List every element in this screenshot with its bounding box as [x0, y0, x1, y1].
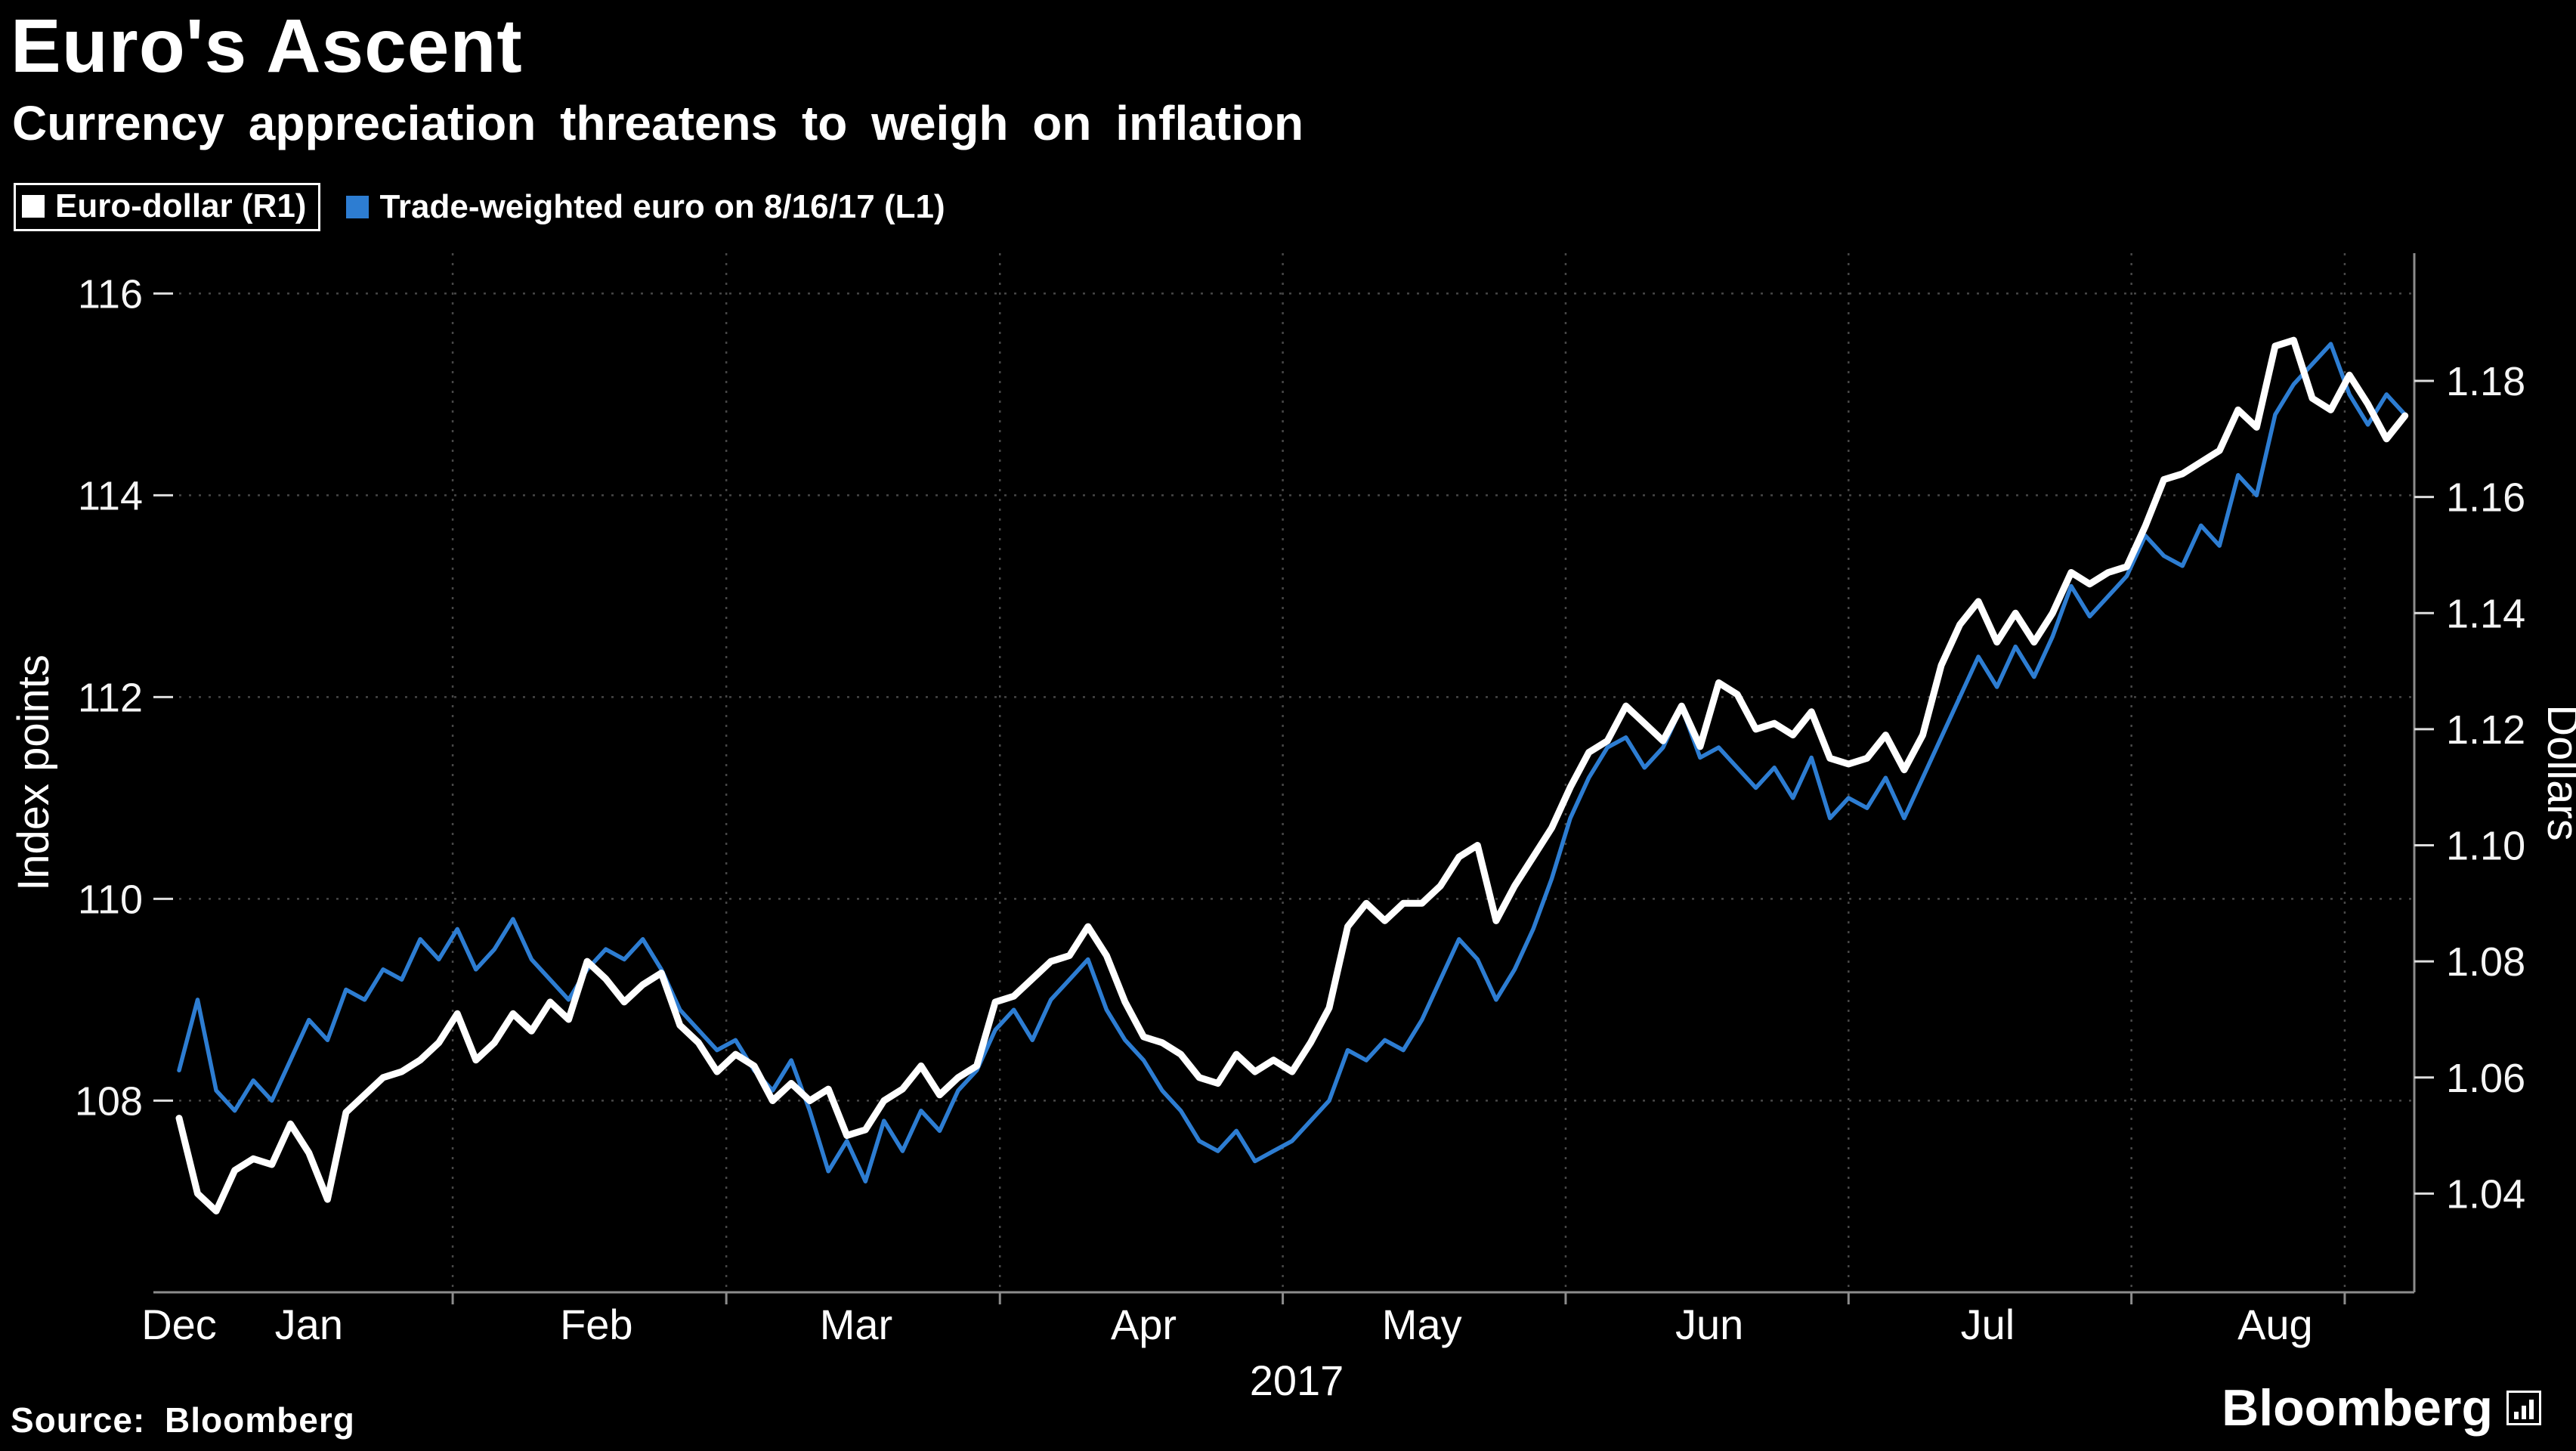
legend-swatch-trade-weighted — [346, 196, 370, 218]
right-axis-tick-label: 1.18 — [2446, 359, 2525, 404]
legend-item-euro-dollar[interactable]: Euro-dollar (R1) — [14, 183, 321, 231]
left-axis-title: Index points — [9, 654, 58, 891]
x-axis-month-label: Aug — [2237, 1301, 2313, 1348]
left-axis-tick-label: 108 — [75, 1078, 143, 1124]
x-axis-month-label: Jan — [275, 1301, 343, 1348]
right-axis-title: Dollars — [2538, 704, 2576, 841]
right-axis-tick-label: 1.10 — [2446, 824, 2525, 869]
series-line-euro-dollar — [175, 336, 2409, 1214]
x-axis-month-label: Jun — [1675, 1301, 1743, 1348]
legend-label-euro-dollar: Euro-dollar (R1) — [55, 187, 307, 224]
right-axis-tick-label: 1.12 — [2446, 707, 2525, 753]
left-axis-tick-label: 116 — [78, 271, 143, 317]
source-note: Source: Bloomberg — [11, 1400, 355, 1440]
left-axis-tick-label: 112 — [78, 675, 143, 720]
right-axis-tick-label: 1.06 — [2446, 1056, 2525, 1101]
right-axis-tick-label: 1.14 — [2446, 591, 2525, 636]
x-axis-month-label: May — [1382, 1301, 1462, 1348]
bloomberg-wordmark: Bloomberg — [2222, 1379, 2493, 1437]
x-axis-title: 2017 — [1250, 1357, 1344, 1404]
x-axis-month-label: Apr — [1111, 1301, 1177, 1348]
legend-label-trade-weighted: Trade-weighted euro on 8/16/17 (L1) — [379, 188, 945, 225]
legend-item-trade-weighted[interactable]: Trade-weighted euro on 8/16/17 (L1) — [346, 188, 945, 226]
legend: Euro-dollar (R1) Trade-weighted euro on … — [14, 183, 945, 231]
x-axis-month-label: Mar — [820, 1301, 892, 1348]
bloomberg-logo: Bloomberg — [2222, 1378, 2541, 1437]
series-line-trade-weighted-euro — [177, 342, 2407, 1183]
left-axis-tick-label: 110 — [78, 877, 143, 922]
left-axis-tick-label: 114 — [78, 473, 143, 518]
x-axis-month-label: Feb — [560, 1301, 633, 1348]
x-axis-month-label: Dec — [141, 1301, 217, 1348]
chart-title: Euro's Ascent — [11, 4, 523, 88]
chart-subtitle: Currency appreciation threatens to weigh… — [12, 96, 1304, 150]
right-axis-tick-label: 1.08 — [2446, 939, 2525, 985]
right-axis-tick-label: 1.04 — [2446, 1171, 2525, 1217]
x-axis-month-label: Jul — [1961, 1301, 2015, 1348]
legend-swatch-euro-dollar — [22, 195, 45, 218]
bloomberg-logo-icon — [2506, 1391, 2541, 1425]
right-axis-tick-label: 1.16 — [2446, 475, 2525, 521]
